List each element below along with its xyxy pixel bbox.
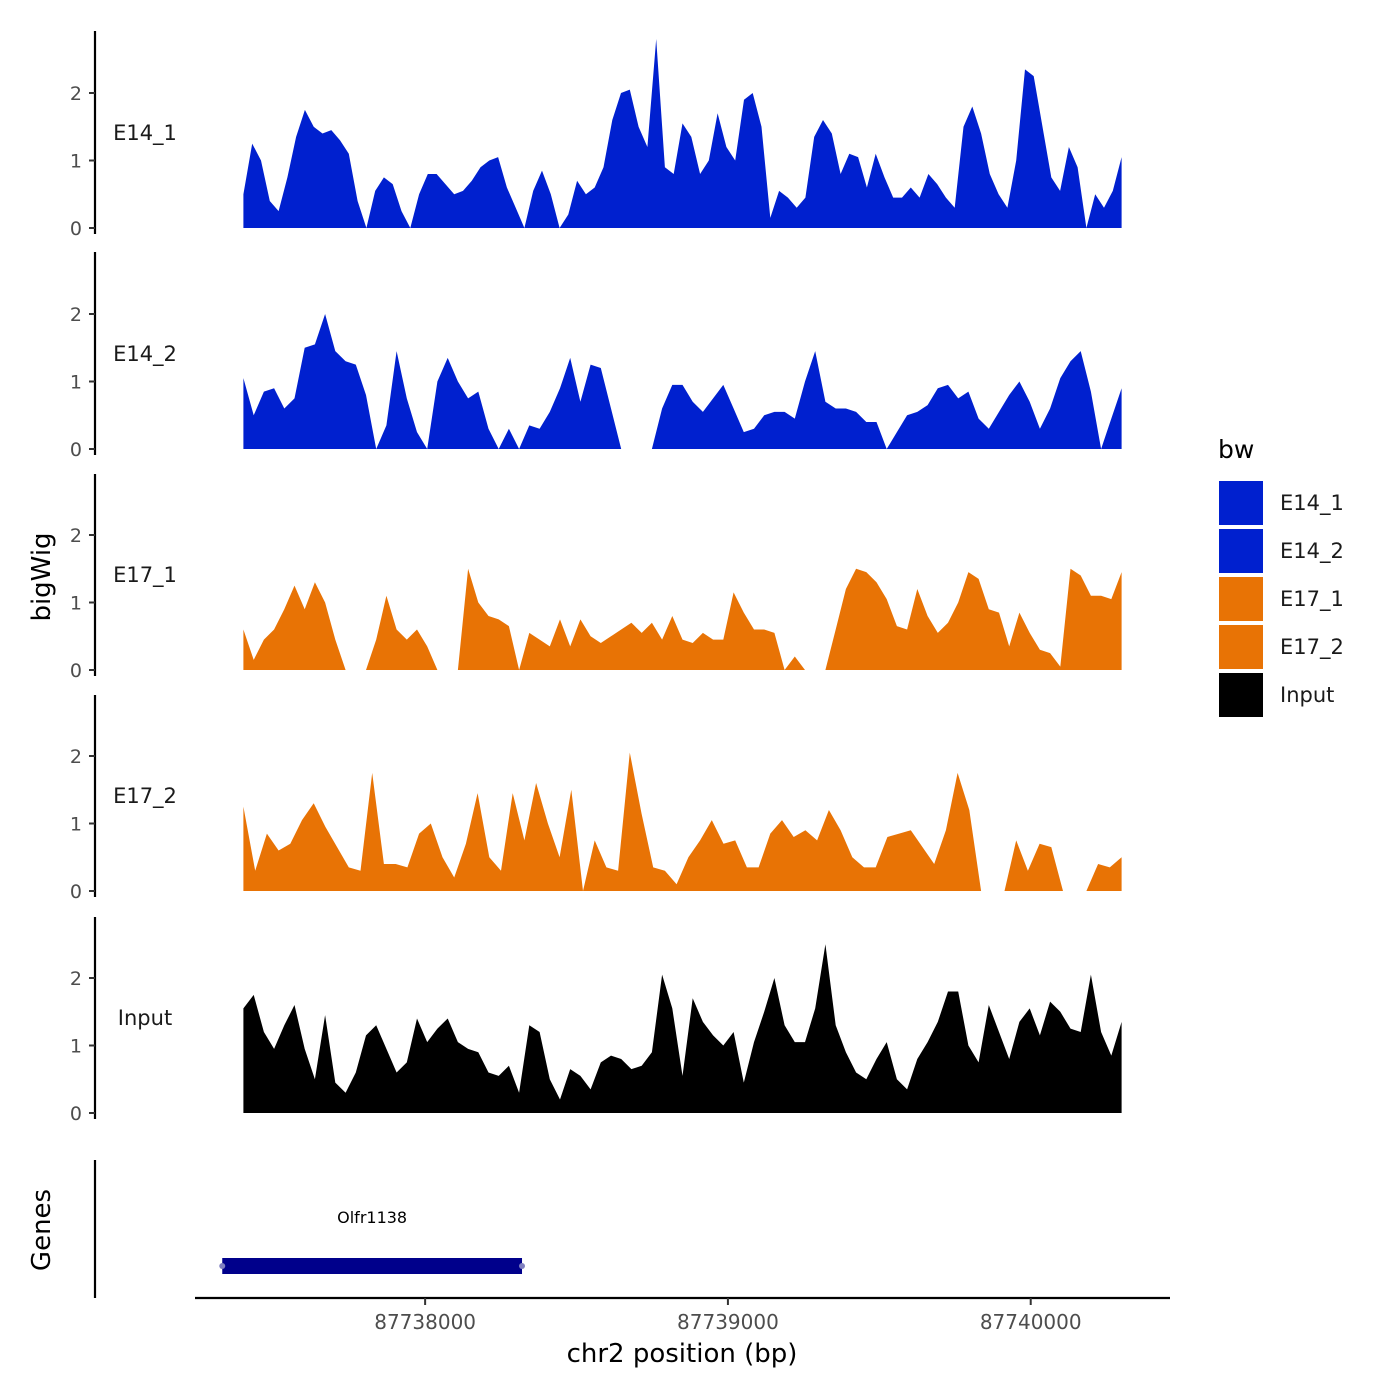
legend: bw E14_1 E14_2 E17_1 E17_2 Input: [1218, 435, 1344, 717]
gene-body: [222, 1258, 523, 1274]
y-tick-label: 2: [70, 746, 82, 768]
track-label: E14_1: [113, 121, 177, 146]
panel-E17_1: 0 1 2 E17_1: [70, 474, 1122, 682]
y-tick-label: 1: [70, 1036, 82, 1058]
y-tick-label: 1: [70, 151, 82, 173]
signal-area-E17_1: [366, 595, 438, 670]
x-axis: 87738000 87739000 87740000: [195, 1296, 1170, 1334]
y-tick-label: 2: [70, 968, 82, 990]
y-tick-label: 0: [70, 439, 82, 461]
panel-Input: 0 1 2 Input: [70, 917, 1122, 1125]
x-axis-title: chr2 position (bp): [567, 1339, 798, 1369]
y-tick-label: 0: [70, 881, 82, 903]
y-axis-title: bigWig: [27, 532, 57, 621]
legend-label: Input: [1280, 683, 1334, 707]
gene-end-marker: [519, 1263, 526, 1269]
y-tick-label: 1: [70, 814, 82, 836]
signal-area-E17_2: [1004, 840, 1063, 891]
track-panels: 0 1 2 E14_1 0 1 2 E14_2 0 1 2 E17_1 0 1 2 E17_2 0 1 2 Input: [70, 31, 1122, 1125]
gene-panel: Olfr1138: [93, 1160, 526, 1298]
signal-area-Input: [243, 944, 1122, 1113]
y-tick-label: 1: [70, 372, 82, 394]
signal-area-E17_1: [457, 568, 805, 670]
x-tick-label: 87739000: [677, 1310, 779, 1334]
y-tick-label: 0: [70, 660, 82, 682]
legend-key-E14_2: [1219, 529, 1263, 573]
legend-key-E17_1: [1219, 577, 1263, 621]
legend-label: E14_1: [1280, 491, 1344, 516]
gene-label: Olfr1138: [337, 1208, 407, 1227]
legend-key-Input: [1219, 673, 1263, 717]
y-tick-label: 2: [70, 304, 82, 326]
legend-label: E17_1: [1280, 587, 1344, 612]
y-tick-label: 0: [70, 218, 82, 240]
signal-area-E14_1: [243, 39, 1122, 228]
x-tick-label: 87740000: [980, 1310, 1082, 1334]
x-tick-label: 87738000: [374, 1310, 476, 1334]
gene-start-marker: [219, 1263, 226, 1269]
track-label: Input: [118, 1006, 172, 1030]
y-tick-label: 0: [70, 1103, 82, 1125]
signal-area-E17_2: [243, 752, 982, 891]
signal-area-E14_2: [651, 351, 1122, 449]
y-tick-label: 2: [70, 83, 82, 105]
panel-E17_2: 0 1 2 E17_2: [70, 695, 1122, 903]
panel-E14_2: 0 1 2 E14_2: [70, 252, 1122, 461]
legend-label: E17_2: [1280, 635, 1344, 660]
signal-area-E17_1: [825, 568, 1122, 670]
y-tick-label: 2: [70, 525, 82, 547]
gene-panel-title: Genes: [27, 1189, 57, 1271]
signal-area-E17_1: [243, 582, 346, 670]
y-tick-label: 1: [70, 593, 82, 615]
track-label: E17_1: [113, 563, 177, 588]
track-label: E17_2: [113, 784, 177, 809]
track-label: E14_2: [113, 342, 177, 367]
legend-key-E17_2: [1219, 625, 1263, 669]
panel-E14_1: 0 1 2 E14_1: [70, 31, 1122, 240]
legend-key-E14_1: [1219, 481, 1263, 525]
signal-area-E14_2: [243, 314, 622, 449]
legend-label: E14_2: [1280, 539, 1344, 564]
signal-area-E17_2: [1086, 857, 1122, 891]
legend-title: bw: [1218, 435, 1254, 464]
